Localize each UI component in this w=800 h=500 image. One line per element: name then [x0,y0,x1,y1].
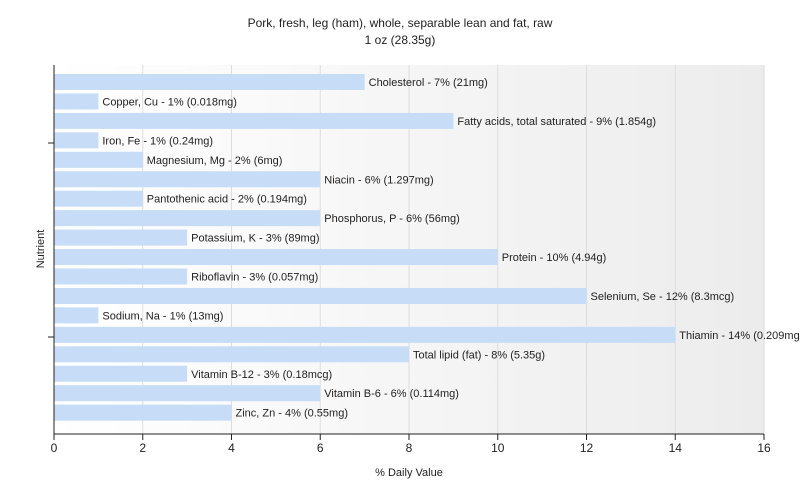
bar-label-5: Niacin - 6% (1.297mg) [324,174,433,186]
x-tick-label-6: 12 [580,441,594,455]
bar-label-10: Riboflavin - 3% (0.057mg) [191,272,318,284]
x-tick-label-0: 0 [51,441,58,455]
chart-subtitle: 1 oz (28.35g) [365,33,436,47]
bar-label-1: Copper, Cu - 1% (0.018mg) [102,96,237,108]
x-tick-label-1: 2 [139,441,146,455]
bar-0 [54,74,365,90]
bar-label-3: Iron, Fe - 1% (0.24mg) [102,135,213,147]
bar-label-2: Fatty acids, total saturated - 9% (1.854… [457,116,656,128]
x-tick-label-7: 14 [669,441,683,455]
bar-9 [54,249,498,266]
bar-10 [54,268,188,285]
bar-17 [54,404,232,421]
bar-13 [54,326,676,343]
bar-label-17: Zinc, Zn - 4% (0.55mg) [236,408,348,420]
bar-label-15: Vitamin B-12 - 3% (0.18mcg) [191,369,332,381]
bar-label-14: Total lipid (fat) - 8% (5.35g) [413,349,545,361]
bar-label-6: Pantothenic acid - 2% (0.194mg) [147,194,307,206]
bar-3 [54,132,99,149]
bar-label-7: Phosphorus, P - 6% (56mg) [324,213,460,225]
bar-12 [54,307,99,324]
bar-5 [54,171,321,188]
bar-6 [54,190,143,207]
bar-label-13: Thiamin - 14% (0.209mg) [679,330,800,342]
bars: Cholesterol - 7% (21mg) Copper, Cu - 1% (… [54,74,800,421]
x-tick-label-5: 10 [491,441,505,455]
bar-7 [54,210,321,227]
bar-label-12: Sodium, Na - 1% (13mg) [102,310,223,322]
x-tick-label-8: 16 [757,441,771,455]
bar-label-4: Magnesium, Mg - 2% (6mg) [147,155,283,167]
bar-label-11: Selenium, Se - 12% (8.3mcg) [591,291,735,303]
bar-1 [54,93,99,110]
bar-15 [54,365,188,382]
bar-label-16: Vitamin B-6 - 6% (0.114mg) [324,388,459,400]
x-tick-label-2: 4 [228,441,235,455]
bar-label-9: Protein - 10% (4.94g) [502,252,607,264]
y-axis-title: Nutrient [35,230,47,269]
bar-label-0: Cholesterol - 7% (21mg) [369,77,488,89]
bar-label-8: Potassium, K - 3% (89mg) [191,233,319,245]
bar-4 [54,151,143,168]
bar-2 [54,112,454,129]
bar-16 [54,385,321,402]
x-tick-label-4: 8 [406,441,413,455]
bar-8 [54,229,188,246]
bar-11 [54,287,587,304]
chart-title: Pork, fresh, leg (ham), whole, separable… [248,16,553,30]
axes: 0 2 4 6 8 10 12 14 16 [48,65,771,455]
x-axis-title: % Daily Value [375,467,443,479]
bar-14 [54,346,409,363]
x-tick-label-3: 6 [317,441,324,455]
